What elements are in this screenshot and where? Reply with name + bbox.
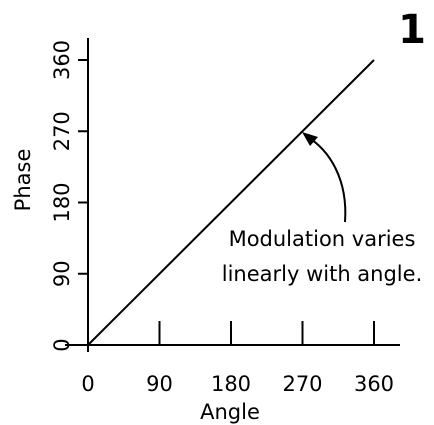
y-tick-label: 90 [50,260,74,287]
data-line [87,59,375,346]
y-tick-label: 270 [50,111,74,151]
annotation-arrowhead [302,132,318,146]
y-axis-label: Phase [11,149,35,212]
x-axis-label: Angle [200,400,260,424]
x-tick-label: 360 [354,372,394,396]
annotation-arrow [305,135,347,223]
panel-label: 1 [398,7,426,53]
x-tick-label: 0 [81,372,94,396]
x-tick-label: 270 [282,372,322,396]
y-tick-label: 0 [50,338,74,351]
x-tick-label: 90 [146,372,173,396]
annotation: linearly with angle. [222,262,423,286]
y-tick-label: 180 [50,182,74,222]
y-tick-label: 360 [50,40,74,80]
annotation: Modulation varies [229,227,416,251]
x-tick-label: 180 [211,372,251,396]
